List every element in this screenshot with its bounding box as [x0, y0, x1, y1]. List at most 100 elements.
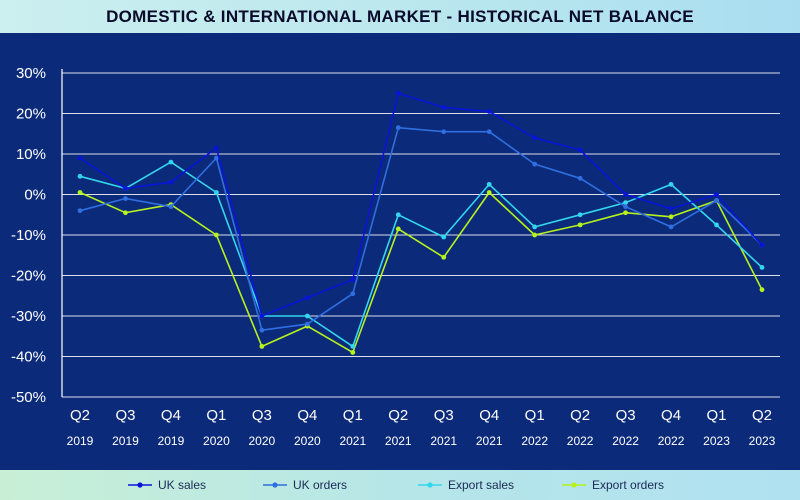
data-point-uk-sales [123, 186, 128, 191]
data-point-uk-sales [486, 109, 492, 114]
x-tick-label-year: 2022 [658, 434, 685, 448]
data-point-uk-orders [123, 196, 128, 201]
x-tick-label-year: 2019 [158, 434, 185, 448]
y-tick-label: 0% [24, 187, 46, 204]
y-tick-label: 30% [16, 65, 46, 82]
legend-item-export-orders: Export orders [562, 470, 664, 500]
legend-item-uk-orders: UK orders [263, 470, 347, 500]
data-point-uk-sales [350, 277, 356, 282]
data-point-export-sales [441, 234, 447, 240]
data-point-export-orders [441, 254, 447, 260]
data-point-export-sales [395, 212, 401, 218]
legend-swatch [263, 482, 287, 488]
x-tick-label-quarter: Q2 [70, 407, 90, 424]
x-tick-label-quarter: Q4 [161, 407, 181, 424]
data-point-uk-orders [577, 175, 583, 181]
x-tick-label-quarter: Q4 [297, 407, 317, 424]
x-tick-label-quarter: Q1 [206, 407, 226, 424]
data-point-uk-orders [486, 129, 492, 135]
series-line-export-sales [79, 161, 763, 348]
data-point-uk-orders [441, 129, 447, 135]
data-point-export-sales [668, 181, 674, 187]
data-point-uk-sales [714, 192, 719, 197]
data-point-uk-sales [304, 295, 310, 301]
series-line-export-orders [79, 191, 763, 354]
x-tick-label-year: 2023 [749, 434, 776, 448]
data-point-uk-orders [214, 155, 219, 161]
x-tick-label-quarter: Q2 [388, 407, 408, 424]
data-point-uk-orders [168, 204, 174, 210]
data-point-uk-sales [168, 179, 174, 185]
data-point-uk-sales [759, 242, 765, 248]
series-line-uk-sales [79, 92, 763, 317]
x-tick-label-year: 2020 [203, 434, 230, 448]
y-tick-label: 10% [16, 146, 46, 163]
chart-title: DOMESTIC & INTERNATIONAL MARKET - HISTOR… [106, 6, 694, 26]
y-tick-label: -40% [11, 349, 46, 366]
data-point-uk-orders [714, 198, 719, 203]
data-point-uk-sales [214, 145, 219, 151]
line-chart: 30% 20% 10% 0% -10% -20% -30% -40% -50% Q2 2019 Q3 2… [11, 65, 780, 448]
x-tick-label-year: 2022 [612, 434, 639, 448]
data-point-uk-orders [395, 125, 401, 131]
x-tick-label-quarter: Q3 [616, 407, 636, 424]
x-tick-label-quarter: Q1 [525, 407, 545, 424]
legend-label: UK sales [158, 478, 207, 492]
y-tick-label: -50% [11, 389, 46, 406]
data-point-export-orders [486, 190, 492, 195]
legend-item-uk-sales: UK sales [128, 470, 206, 500]
x-tick-label-year: 2023 [703, 434, 730, 448]
x-tick-label-quarter: Q3 [434, 407, 454, 424]
x-tick-label-year: 2020 [294, 434, 321, 448]
data-point-uk-sales [668, 206, 674, 212]
data-point-export-orders [532, 232, 538, 238]
x-tick-label-quarter: Q3 [252, 407, 272, 424]
data-point-export-sales [486, 181, 492, 187]
y-tick-label: -20% [11, 268, 46, 285]
data-point-export-sales [623, 200, 628, 206]
legend-item-export-sales: Export sales [418, 470, 514, 500]
x-tick-label-quarter: Q1 [343, 407, 363, 424]
data-point-export-sales [532, 224, 538, 230]
data-point-export-sales [759, 265, 765, 270]
x-tick-label-quarter: Q4 [479, 407, 499, 424]
data-point-export-sales [350, 343, 356, 349]
data-point-uk-sales [577, 147, 583, 153]
data-point-export-orders [577, 222, 583, 228]
data-point-export-orders [214, 232, 219, 238]
legend-label: UK orders [293, 478, 348, 492]
data-point-export-orders [77, 190, 83, 195]
data-point-export-sales [214, 190, 219, 195]
x-tick-label-year: 2019 [67, 434, 94, 448]
data-point-export-orders [623, 210, 628, 216]
data-point-uk-orders [259, 327, 265, 333]
data-point-export-sales [577, 212, 583, 218]
data-point-export-orders [123, 210, 128, 216]
x-tick-label-year: 2021 [385, 434, 412, 448]
x-tick-label-year: 2020 [249, 434, 276, 448]
legend: UK sales UK orders Export sales Export orde… [0, 470, 800, 500]
data-point-uk-sales [441, 105, 447, 110]
data-point-export-orders [759, 287, 765, 293]
data-point-uk-orders [623, 204, 628, 210]
data-point-export-sales [304, 313, 310, 319]
data-point-export-orders [395, 226, 401, 232]
legend-label: Export sales [448, 478, 515, 492]
legend-swatch [128, 482, 152, 488]
data-point-export-sales [77, 173, 83, 179]
y-tick-label: -10% [11, 227, 46, 244]
legend-swatch [562, 482, 586, 488]
x-tick-label-quarter: Q2 [752, 407, 772, 424]
x-tick-label-year: 2021 [339, 434, 366, 448]
y-tick-label: 20% [16, 106, 46, 123]
data-point-uk-sales [532, 135, 538, 141]
x-tick-label-quarter: Q4 [661, 407, 681, 424]
data-point-uk-sales [395, 90, 401, 96]
x-tick-label-quarter: Q3 [115, 407, 135, 424]
legend-label: Export orders [592, 478, 665, 492]
data-point-export-sales [714, 222, 719, 228]
data-point-uk-sales [259, 313, 265, 319]
data-point-uk-orders [350, 291, 356, 297]
legend-swatch [418, 482, 442, 488]
